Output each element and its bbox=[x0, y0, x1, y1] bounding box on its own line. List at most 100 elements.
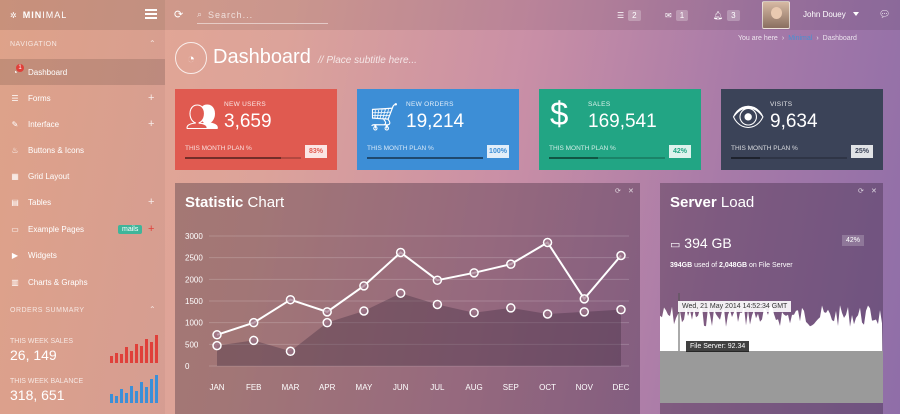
mini-bar bbox=[120, 354, 123, 363]
series-2-point[interactable] bbox=[469, 307, 479, 318]
series-1-point[interactable] bbox=[359, 281, 369, 291]
user-name[interactable]: John Douey bbox=[803, 10, 846, 19]
series-2-point[interactable] bbox=[212, 340, 222, 351]
mail-button[interactable]: ✉ 1 bbox=[665, 0, 689, 30]
close-icon[interactable]: ✕ bbox=[628, 188, 634, 195]
search-box[interactable]: ⌕ bbox=[197, 6, 328, 24]
refresh-icon[interactable]: ⟳ bbox=[174, 9, 184, 21]
panel-title: Server Load bbox=[670, 194, 754, 211]
sidebar-item-dashboard[interactable]: ◔ 1 Dashboard bbox=[0, 59, 165, 85]
series-1-point[interactable] bbox=[212, 330, 222, 340]
breadcrumb-prefix: You are here bbox=[738, 35, 778, 42]
series-2-point[interactable] bbox=[579, 307, 590, 317]
sidebar-item-charts-graphs[interactable]: ▥ Charts & Graphs bbox=[0, 269, 165, 295]
series-2-point[interactable] bbox=[285, 346, 296, 357]
series-2-point[interactable] bbox=[248, 335, 259, 346]
balance-mini-chart bbox=[110, 375, 158, 403]
series-1-point[interactable] bbox=[506, 259, 516, 269]
chevron-up-icon[interactable]: ⌃ bbox=[149, 39, 156, 48]
storage-description: 394GB used of 2,048GB on File Server bbox=[670, 262, 793, 269]
mini-bar bbox=[135, 390, 138, 403]
brand-light: IMAL bbox=[42, 10, 68, 20]
mail-count: 1 bbox=[675, 9, 689, 21]
plus-icon[interactable]: + bbox=[148, 196, 155, 208]
sidebar-item-label: Tables bbox=[28, 197, 52, 207]
sidebar: NAVIGATION ⌃ ◔ 1 Dashboard ☰ Forms + ✎ I… bbox=[0, 30, 165, 414]
plus-icon[interactable]: + bbox=[148, 118, 155, 130]
series-2-point[interactable] bbox=[322, 317, 332, 328]
refresh-icon[interactable]: ⟳ bbox=[858, 188, 864, 195]
series-1-point[interactable] bbox=[579, 294, 590, 304]
series-1-point[interactable] bbox=[469, 268, 479, 278]
menu-toggle-icon[interactable] bbox=[145, 9, 157, 19]
search-input[interactable] bbox=[208, 9, 309, 20]
series-2-point[interactable] bbox=[432, 299, 443, 310]
alerts-button[interactable]: 🔔︎ 3 bbox=[713, 0, 740, 30]
tile-label: SALES bbox=[588, 101, 611, 108]
dashboard-icon: ◔ bbox=[175, 42, 207, 74]
series-2-point[interactable] bbox=[616, 304, 626, 315]
series-1-point[interactable] bbox=[285, 294, 296, 305]
tile-visits[interactable]: 👁︎ VISITS 9,634 THIS MONTH PLAN % 25% bbox=[721, 89, 883, 170]
chevron-down-icon[interactable] bbox=[853, 12, 859, 16]
orders-summary-heading: ORDERS SUMMARY bbox=[10, 307, 85, 314]
sales-mini-chart bbox=[110, 335, 158, 363]
series-1-point[interactable] bbox=[322, 307, 332, 317]
chevron-up-icon[interactable]: ⌃ bbox=[149, 305, 156, 314]
mini-bar bbox=[140, 382, 143, 403]
tile-value: 169,541 bbox=[588, 111, 657, 132]
tile-percent: 83% bbox=[305, 145, 327, 158]
x-tick-label: DEC bbox=[613, 383, 630, 392]
tooltip-value: File Server: 92.34 bbox=[686, 341, 750, 352]
sidebar-item-buttons-icons[interactable]: ♨ Buttons & Icons bbox=[0, 137, 165, 163]
pencil-icon: ✎ bbox=[11, 119, 19, 129]
series-1-point[interactable] bbox=[248, 317, 259, 328]
chat-icon[interactable]: 💬︎ bbox=[879, 9, 891, 19]
tile-sales[interactable]: $ SALES 169,541 THIS MONTH PLAN % 42% bbox=[539, 89, 701, 170]
y-tick-label: 1500 bbox=[185, 297, 203, 306]
balance-value: 318, 651 bbox=[10, 387, 65, 403]
mini-bar bbox=[155, 375, 158, 403]
y-tick-label: 1000 bbox=[185, 319, 203, 328]
sidebar-item-example-pages[interactable]: ▭ Example Pages mails + bbox=[0, 216, 165, 242]
panel-title-bold: Statistic bbox=[185, 194, 244, 211]
breadcrumb-link[interactable]: Minimal bbox=[788, 35, 813, 42]
series-1-point[interactable] bbox=[432, 275, 443, 285]
server-load-baseline bbox=[660, 351, 883, 403]
series-2-point[interactable] bbox=[506, 303, 516, 313]
sidebar-item-widgets[interactable]: ▶ Widgets bbox=[0, 242, 165, 268]
mini-bar bbox=[140, 345, 143, 363]
tile-new-users[interactable]: 👥︎ NEW USERS 3,659 THIS MONTH PLAN % 83% bbox=[175, 89, 337, 170]
series-1-point[interactable] bbox=[616, 250, 626, 261]
series-1-point[interactable] bbox=[542, 237, 553, 248]
mini-bar bbox=[135, 343, 138, 363]
series-2-point[interactable] bbox=[542, 309, 553, 319]
series-1-point[interactable] bbox=[395, 247, 406, 258]
x-tick-label: JAN bbox=[209, 383, 224, 392]
dollar-icon: $ bbox=[550, 95, 569, 132]
plus-icon[interactable]: + bbox=[148, 223, 155, 235]
plus-icon[interactable]: + bbox=[148, 92, 155, 104]
sidebar-item-label: Charts & Graphs bbox=[28, 277, 88, 287]
series-2-point[interactable] bbox=[395, 288, 406, 298]
tile-new-orders[interactable]: 🛒︎ NEW ORDERS 19,214 THIS MONTH PLAN % 1… bbox=[357, 89, 519, 170]
sidebar-item-forms[interactable]: ☰ Forms + bbox=[0, 85, 165, 111]
hdd-icon: ▭ bbox=[670, 239, 681, 251]
close-icon[interactable]: ✕ bbox=[871, 188, 877, 195]
brand-bold: MIN bbox=[22, 10, 43, 20]
sidebar-item-interface[interactable]: ✎ Interface + bbox=[0, 111, 165, 137]
refresh-icon[interactable]: ⟳ bbox=[615, 188, 621, 195]
sidebar-item-grid-layout[interactable]: ▦ Grid Layout bbox=[0, 163, 165, 189]
tooltip-date: Wed, 21 May 2014 14:52:34 GMT bbox=[678, 301, 792, 312]
tile-value: 3,659 bbox=[224, 111, 272, 132]
series-2-point[interactable] bbox=[359, 306, 369, 316]
messages-button[interactable]: ☰ 2 bbox=[617, 0, 641, 30]
mini-bar bbox=[150, 378, 153, 403]
sidebar-item-tables[interactable]: ▤ Tables + bbox=[0, 189, 165, 215]
sales-value: 26, 149 bbox=[10, 347, 57, 363]
eye-icon: 👁︎ bbox=[731, 102, 766, 132]
tile-label: VISITS bbox=[770, 101, 793, 108]
brand-logo[interactable]: ✲ MIN IMAL bbox=[0, 0, 165, 30]
avatar[interactable] bbox=[762, 1, 790, 29]
